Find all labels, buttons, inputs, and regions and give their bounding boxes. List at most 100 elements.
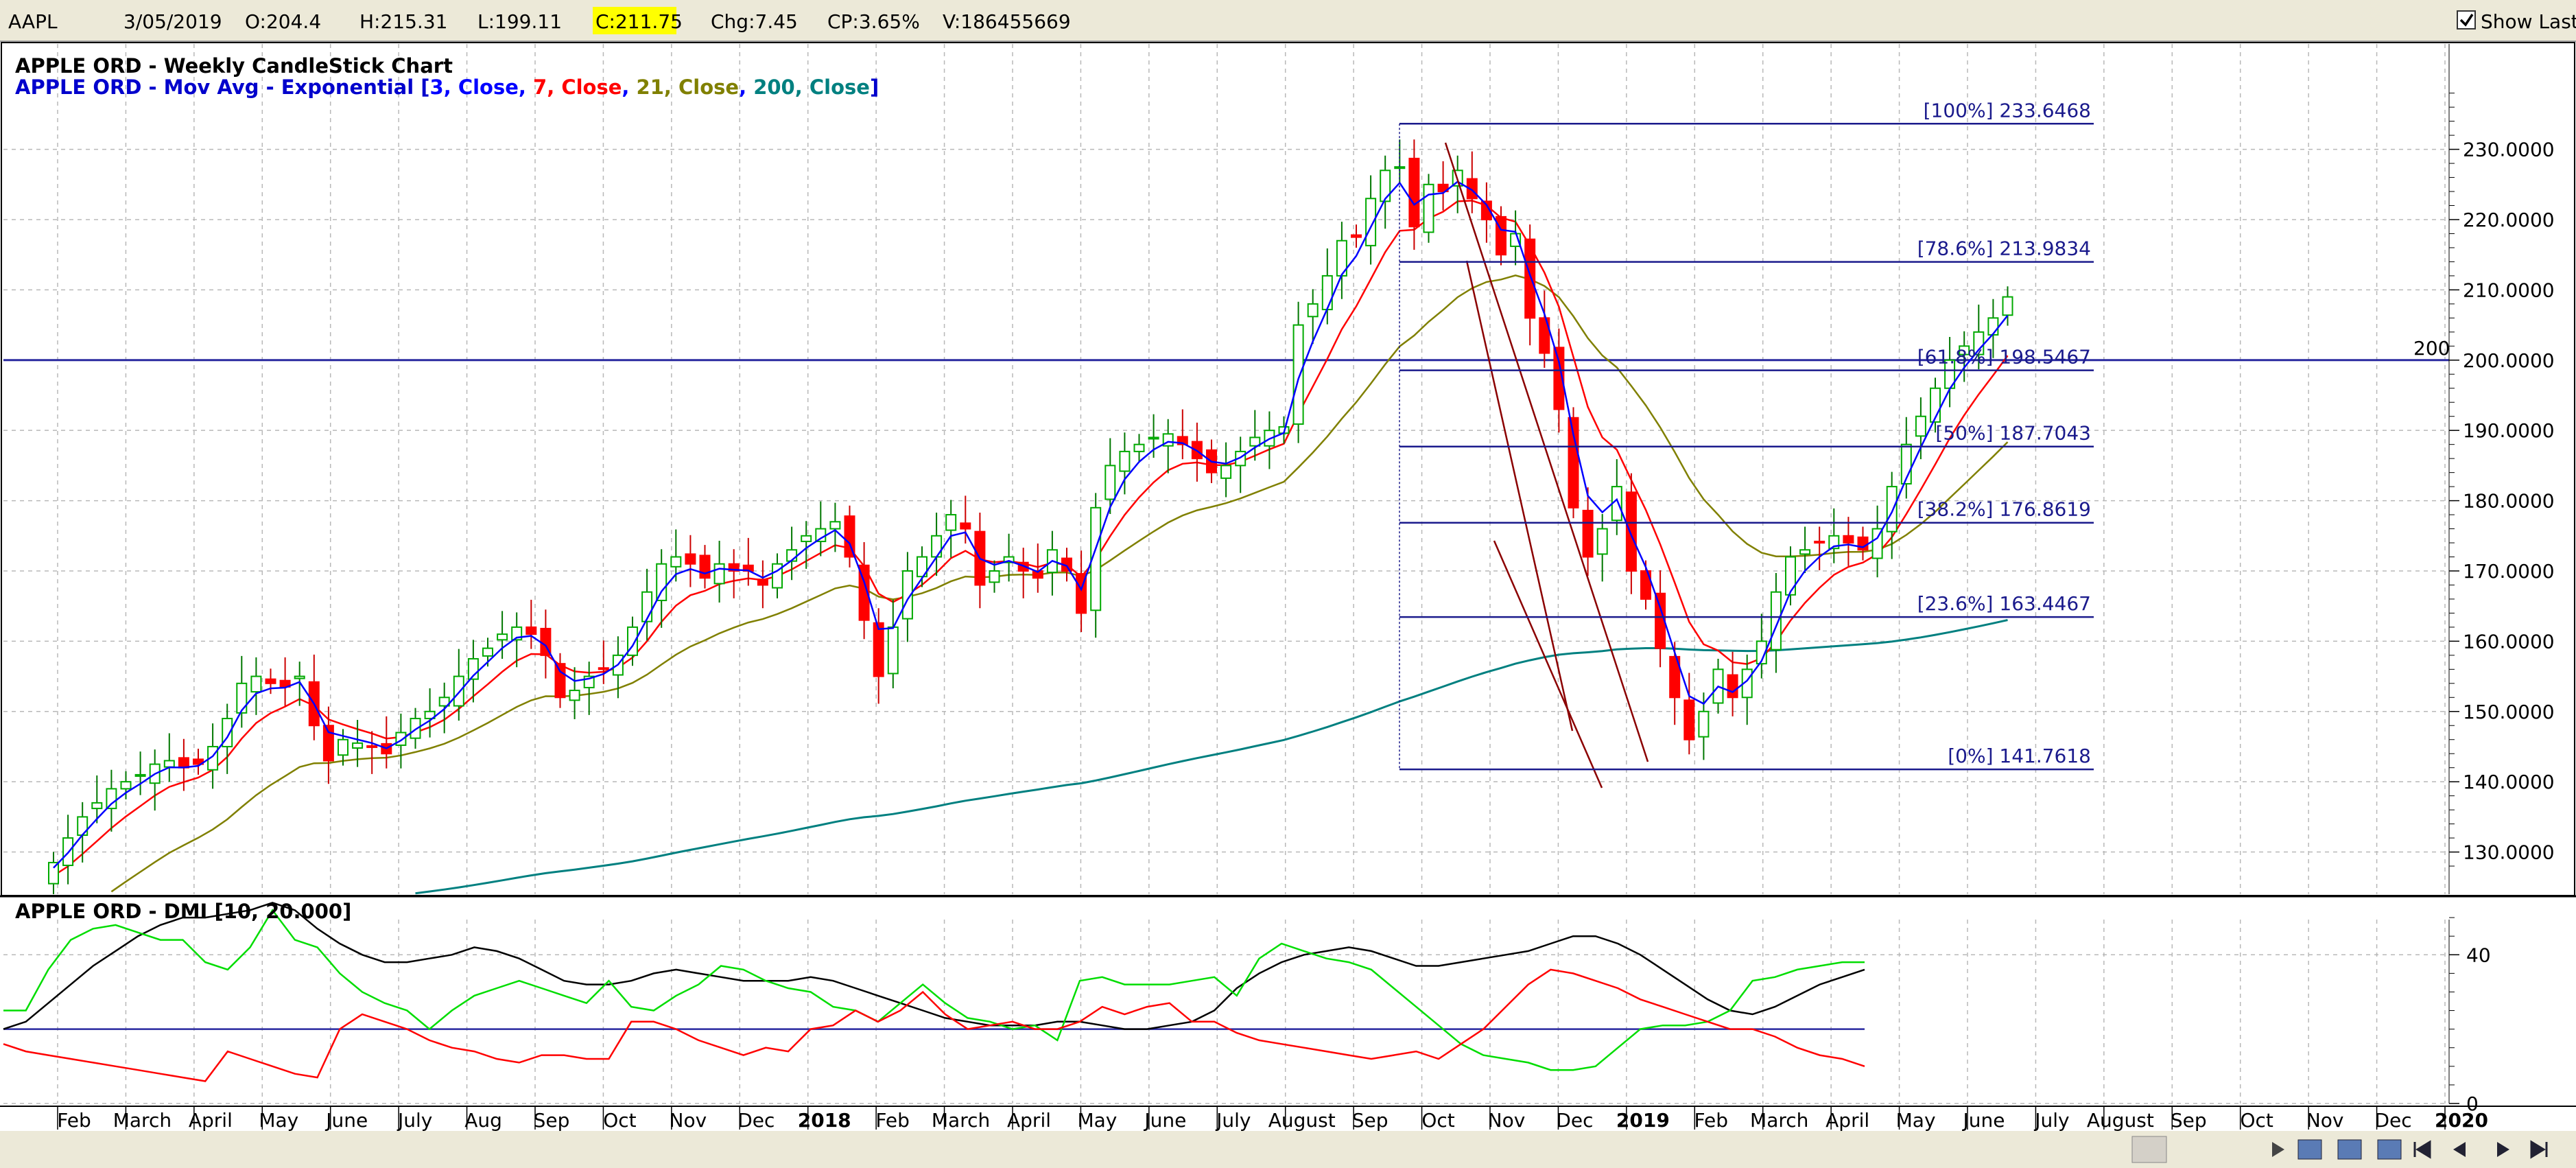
x-tick-label: March [932, 1109, 990, 1132]
candle [1408, 157, 1420, 228]
candle [1119, 450, 1131, 472]
candle [598, 667, 609, 670]
scrollbar[interactable] [0, 1131, 2576, 1168]
candle [120, 781, 132, 790]
candle [1090, 506, 1102, 611]
ema-title-part: 7, Close [533, 75, 622, 99]
candle [1871, 528, 1883, 559]
zoom-in-icon[interactable] [2297, 1139, 2322, 1160]
y-tick-label: 140.0000 [2463, 771, 2555, 793]
x-tick-label: Nov [1488, 1109, 1526, 1132]
candle [670, 556, 682, 568]
candle [1785, 556, 1796, 596]
candle [873, 622, 884, 677]
candle [1625, 491, 1637, 572]
y-tick-label: 170.0000 [2463, 560, 2555, 583]
price-y-axis: 130.0000 140.0000 150.0000 160.0000 170.0000… [2448, 44, 2555, 894]
first-icon[interactable] [2413, 1140, 2431, 1159]
scrollbar-track[interactable] [0, 1131, 2576, 1168]
candle [497, 633, 508, 641]
ema-title-part: 3, Close [430, 75, 519, 99]
trendline-lower [1493, 540, 1603, 789]
x-tick-label: Oct [2241, 1109, 2273, 1132]
candle [901, 570, 913, 620]
fib-level-label: [50%] 187.7043 [1935, 422, 2091, 445]
change-pct-label: CP:3.65% [827, 10, 920, 33]
candle [1756, 640, 1767, 665]
candle [1351, 234, 1362, 238]
x-tick-label: May [1896, 1109, 1936, 1132]
candle [1133, 443, 1145, 452]
candle [757, 579, 768, 586]
x-tick-label: May [1077, 1109, 1117, 1132]
x-tick-label: May [259, 1109, 298, 1132]
candle [685, 553, 696, 565]
next-icon[interactable] [2497, 1142, 2509, 1157]
candle [1814, 540, 1825, 544]
ema-title-part: 21, Close [637, 75, 740, 99]
fit-icon[interactable] [2377, 1139, 2402, 1160]
x-tick-label: April [189, 1109, 233, 1132]
candle [106, 788, 117, 810]
high-label: H:215.31 [359, 10, 447, 33]
candle [917, 556, 927, 578]
checkbox-box[interactable] [2457, 10, 2476, 30]
ema-title-part: 200, Close [753, 75, 870, 99]
x-tick-label: Nov [2306, 1109, 2344, 1132]
candle [1480, 200, 1492, 220]
x-tick-label: 2018 [798, 1109, 851, 1132]
price-layer: 200 [3, 139, 2450, 895]
x-tick-label: Dec [1556, 1109, 1593, 1132]
scroll-right-icon[interactable] [2272, 1142, 2284, 1157]
candle [844, 515, 855, 558]
ema-overlay-title: APPLE ORD - Mov Avg - Exponential [3, Cl… [15, 75, 879, 99]
candle [1249, 436, 1261, 447]
x-tick-label: Feb [875, 1109, 910, 1132]
symbol-label: AAPL [8, 10, 58, 33]
candle [2002, 296, 2013, 316]
candle [1177, 436, 1188, 445]
candle [656, 563, 667, 601]
candle [554, 663, 566, 699]
candle [453, 675, 464, 707]
x-tick-label: April [1007, 1109, 1051, 1132]
x-tick-label: 2019 [1616, 1109, 1670, 1132]
open-label: O:204.4 [245, 10, 321, 33]
dmi-y-tick-label: 40 [2466, 944, 2491, 966]
candle [1582, 509, 1594, 558]
candle [1380, 170, 1391, 202]
candle [1394, 166, 1406, 170]
candle [1727, 674, 1738, 699]
show-last-label[interactable]: Show Last [2481, 10, 2576, 33]
scrollbar-thumb[interactable] [2131, 1136, 2167, 1163]
candle [338, 738, 348, 756]
candle [713, 563, 725, 585]
show-last-checkbox[interactable] [2457, 10, 2476, 30]
low-label: L:199.11 [477, 10, 562, 33]
x-tick-label: Sep [1352, 1109, 1389, 1132]
zoom-out-icon[interactable] [2337, 1139, 2362, 1160]
x-tick-label: April [1825, 1109, 1869, 1132]
x-tick-label: Sep [534, 1109, 570, 1132]
ema-200-line [415, 619, 2008, 895]
close-highlight [593, 7, 676, 34]
x-tick-label: Oct [1421, 1109, 1454, 1132]
candle [525, 626, 537, 635]
candle [569, 690, 580, 701]
fib-level-label: [38.2%] 176.8619 [1917, 498, 2091, 521]
candle [1003, 556, 1015, 563]
x-tick-label: Feb [1694, 1109, 1728, 1132]
prev-icon[interactable] [2453, 1142, 2466, 1157]
x-tick-label: Feb [57, 1109, 91, 1132]
dmi-grid [3, 920, 2446, 1104]
candle [1959, 345, 1970, 355]
ema-title-part: , [519, 75, 533, 99]
candle [699, 554, 711, 579]
price-chart-title: APPLE ORD - Weekly CandleStick Chart [15, 54, 453, 78]
x-tick-label: July [1215, 1109, 1251, 1132]
trendline-upper [1444, 142, 1649, 762]
last-icon[interactable] [2530, 1140, 2548, 1159]
ema-title-prefix: APPLE ORD - Mov Avg - Exponential [ [15, 75, 430, 99]
candle [945, 514, 957, 531]
